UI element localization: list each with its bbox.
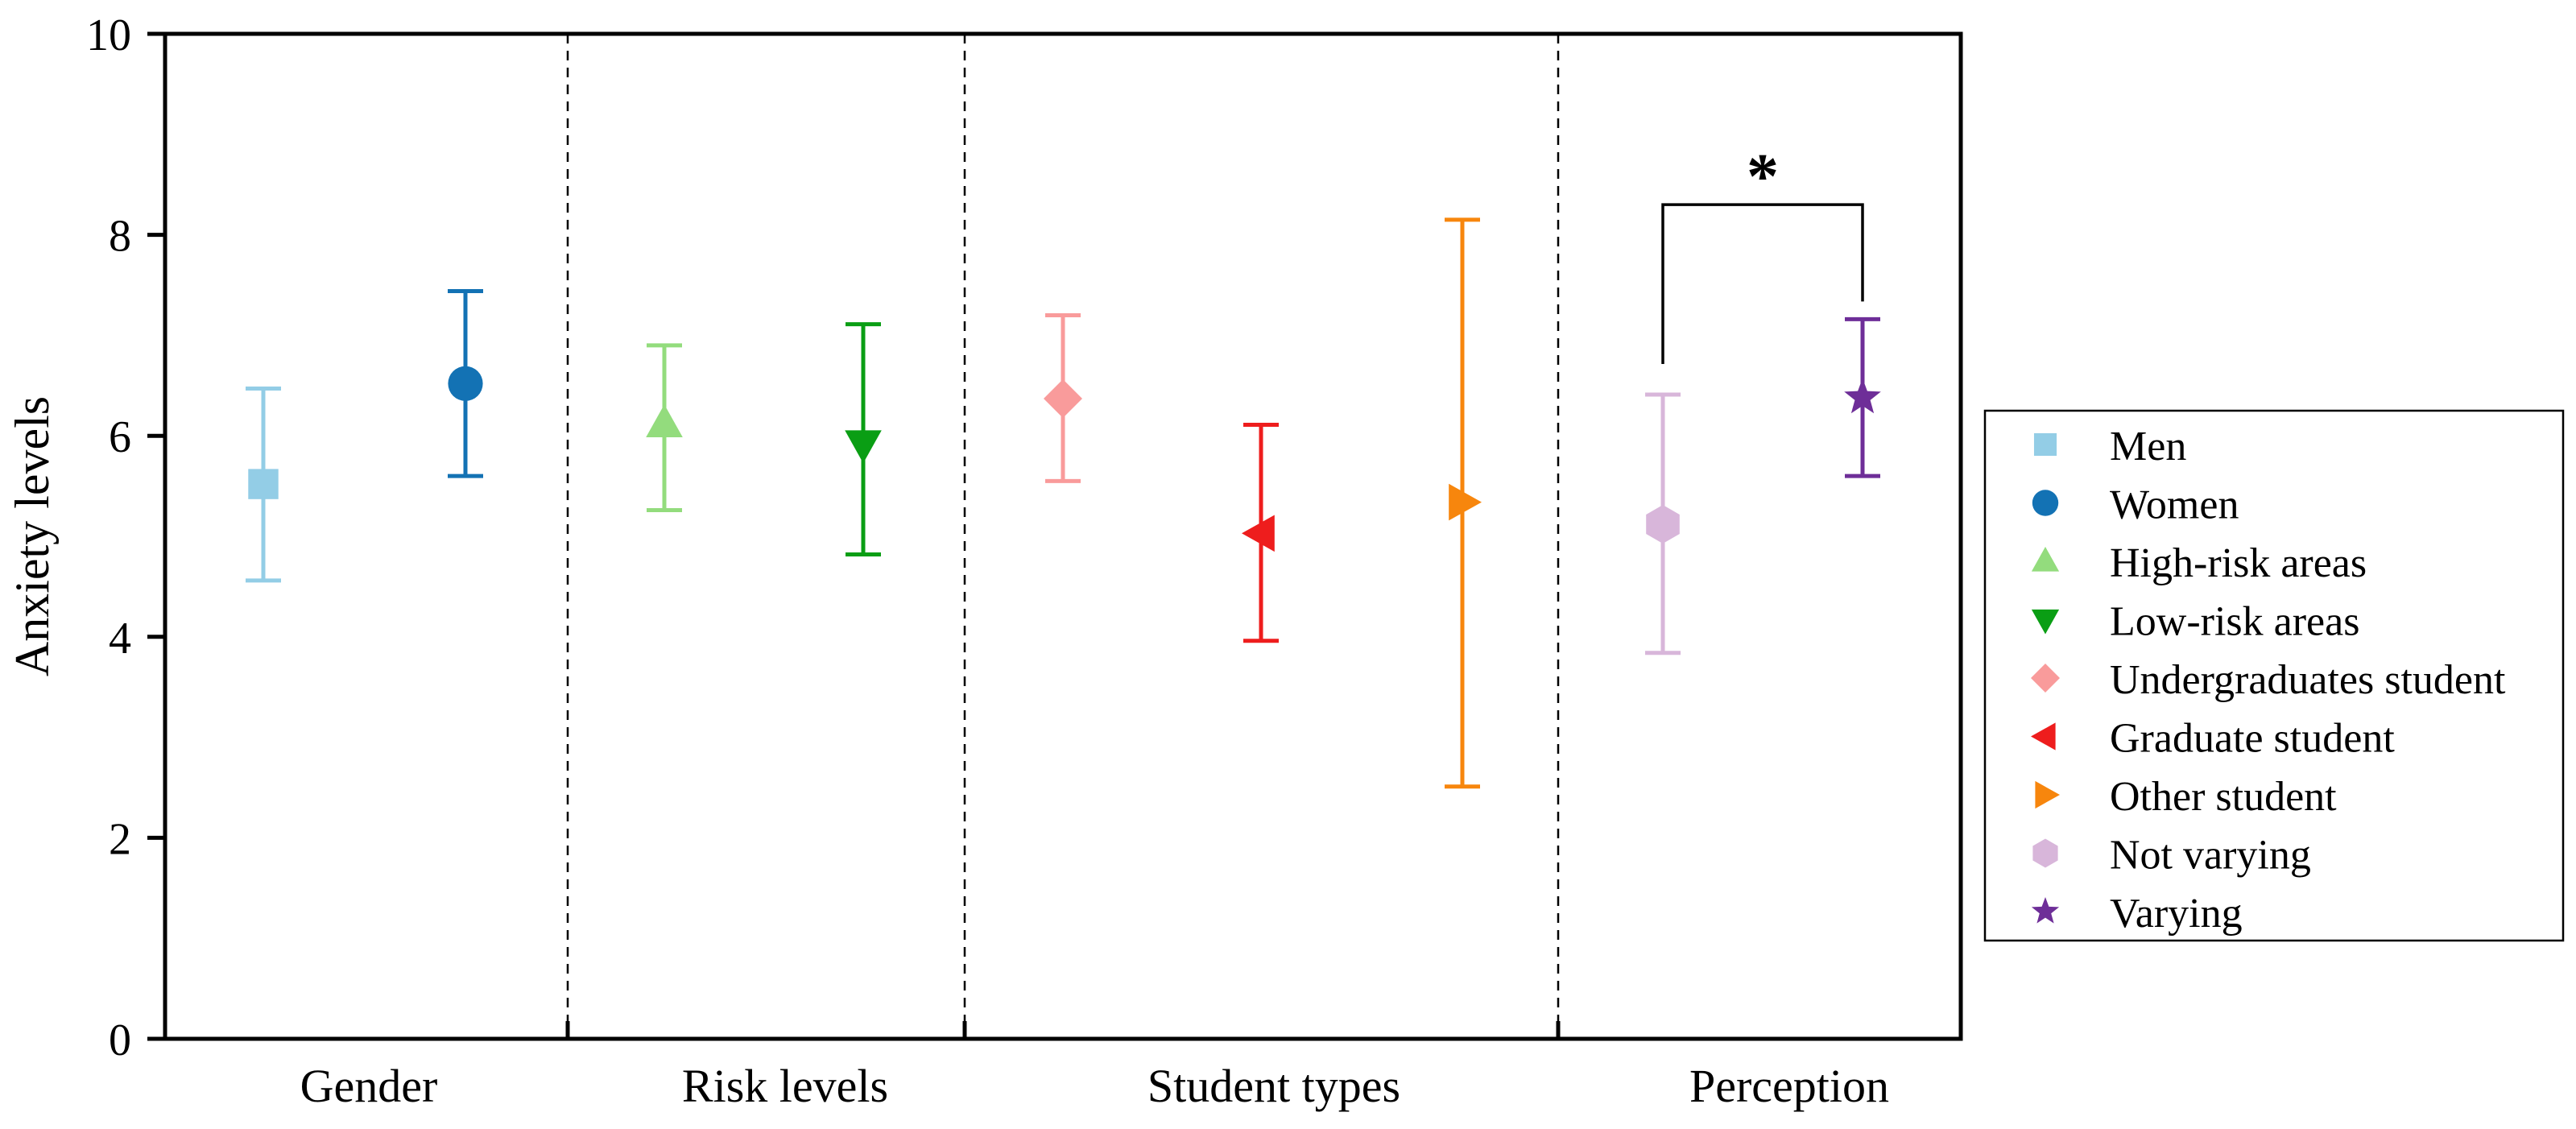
x-group-label: Gender xyxy=(300,1060,438,1112)
data-point xyxy=(248,469,279,499)
legend-item: Undergraduates student xyxy=(2031,657,2506,703)
legend-item: High-risk areas xyxy=(2031,540,2367,586)
significance-bracket xyxy=(1661,203,1864,365)
legend-label: Not varying xyxy=(2110,833,2311,879)
legend-box xyxy=(1983,409,2565,942)
data-point xyxy=(845,430,882,464)
legend-item: Other student xyxy=(2035,774,2337,820)
y-tick-label: 0 xyxy=(109,1015,131,1065)
y-tick-label: 2 xyxy=(109,814,131,864)
legend-label: Undergraduates student xyxy=(2110,657,2506,703)
data-point xyxy=(448,366,483,401)
x-axis: Gender Risk levels Student types Perception xyxy=(300,1021,1889,1112)
group-separators xyxy=(566,34,1560,1039)
legend-marker xyxy=(2031,722,2056,751)
plot-frame xyxy=(163,31,1963,1041)
x-group-label: Student types xyxy=(1147,1060,1400,1112)
legend-marker xyxy=(2031,897,2060,924)
series-low-risk-areas xyxy=(845,322,882,556)
legend-item: Low-risk areas xyxy=(2031,599,2359,645)
x-group-label: Perception xyxy=(1689,1060,1889,1112)
y-tick-label: 4 xyxy=(109,614,131,664)
legend-label: High-risk areas xyxy=(2110,540,2367,586)
data-point xyxy=(1646,505,1680,544)
legend-marker xyxy=(2031,664,2060,693)
significance-annotation: * xyxy=(1661,142,1864,365)
legend-label: Other student xyxy=(2110,774,2337,820)
significance-star: * xyxy=(1747,142,1779,213)
data-point xyxy=(1044,379,1082,418)
legend-item: Varying xyxy=(2031,891,2243,937)
legend-item: Graduate student xyxy=(2031,716,2395,762)
legend-label: Varying xyxy=(2110,891,2243,937)
series-not-varying xyxy=(1645,392,1681,655)
legend-marker xyxy=(2031,547,2060,572)
y-axis: 0 2 4 6 8 10 xyxy=(86,10,165,1065)
y-tick-label: 10 xyxy=(86,10,131,60)
series-undergraduates-student xyxy=(1044,312,1082,483)
data-point xyxy=(1449,483,1482,521)
y-tick-label: 8 xyxy=(109,212,131,262)
y-tick-label: 6 xyxy=(109,412,131,462)
legend-label: Women xyxy=(2110,482,2239,528)
legend-label: Men xyxy=(2110,424,2186,469)
legend-marker xyxy=(2031,609,2060,635)
data-point xyxy=(1844,378,1881,414)
series-other-student xyxy=(1445,217,1482,789)
y-axis-label: Anxiety levels xyxy=(6,396,59,676)
legend-marker xyxy=(2032,490,2059,516)
legend-marker xyxy=(2035,780,2060,809)
legend-marker xyxy=(2032,838,2058,868)
series-high-risk-areas xyxy=(646,343,683,513)
series-layer xyxy=(246,217,1881,789)
series-women xyxy=(448,288,483,478)
series-varying xyxy=(1844,316,1881,478)
legend-label: Low-risk areas xyxy=(2110,599,2359,645)
data-point xyxy=(1242,515,1275,552)
series-graduate-student xyxy=(1242,422,1279,643)
x-group-label: Risk levels xyxy=(682,1060,888,1112)
legend-item: Men xyxy=(2033,424,2186,469)
legend-label: Graduate student xyxy=(2110,716,2395,762)
data-point xyxy=(646,404,683,437)
legend: Men Women High-risk areas Low-risk areas Und… xyxy=(1983,409,2565,942)
legend-marker xyxy=(2033,432,2057,457)
series-men xyxy=(246,387,281,583)
legend-item: Not varying xyxy=(2032,833,2311,879)
legend-item: Women xyxy=(2032,482,2239,528)
